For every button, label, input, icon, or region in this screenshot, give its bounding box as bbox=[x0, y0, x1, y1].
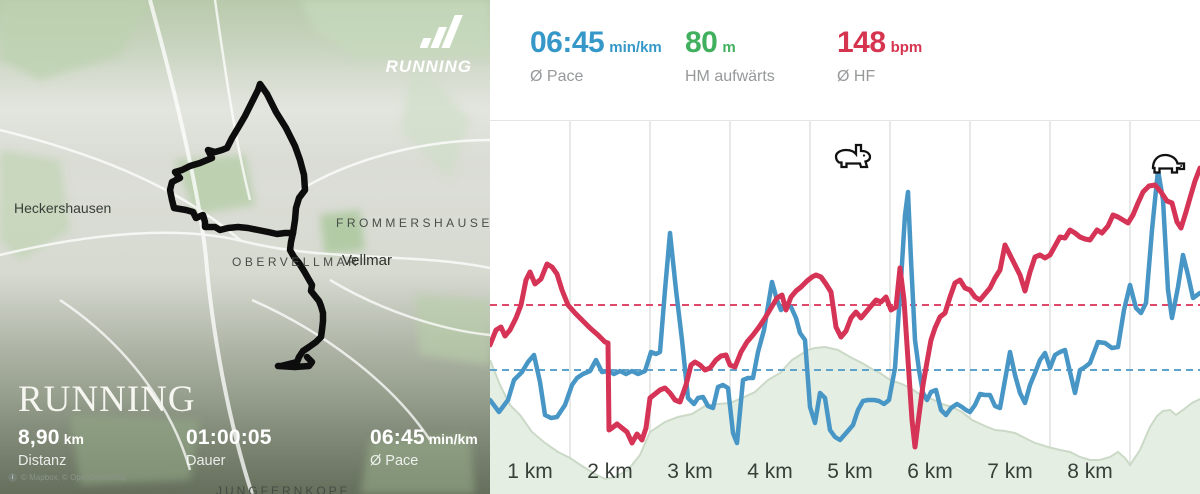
adidas-logo-icon bbox=[419, 15, 463, 48]
route-map[interactable]: Heckershausen FROMMERSHAUSEN OBERVELLMAR… bbox=[0, 0, 490, 494]
x-tick-label: 6 km bbox=[907, 460, 953, 483]
header-stat-elevation-gain: 80 m HM aufwärts bbox=[685, 26, 775, 86]
pace-label: Ø Pace bbox=[370, 453, 419, 469]
brand-word: RUNNING bbox=[385, 57, 472, 76]
elevation-label: HM aufwärts bbox=[685, 68, 775, 85]
x-tick-label: 3 km bbox=[667, 460, 713, 483]
pace-value: 06:45 bbox=[370, 426, 425, 449]
map-roads bbox=[0, 0, 490, 494]
gps-route-tail bbox=[274, 229, 327, 371]
pace-unit: min/km bbox=[428, 431, 478, 447]
stat-avg-pace: 06:45 min/km Ø Pace bbox=[370, 426, 478, 469]
x-tick-label: 8 km bbox=[1067, 460, 1113, 483]
avg-pace-unit: min/km bbox=[609, 39, 662, 56]
pace-heartrate-elevation-chart[interactable]: 1 km 2 km 3 km 4 km 5 km 6 km 7 km 8 km bbox=[490, 120, 1200, 494]
adidas-running-brand: RUNNING bbox=[386, 12, 472, 77]
header-stat-avg-pace: 06:45 min/km Ø Pace bbox=[530, 26, 662, 86]
x-tick-label: 1 km bbox=[507, 460, 553, 483]
map-label-frommershausen: FROMMERSHAUSEN bbox=[336, 216, 490, 230]
elevation-value: 80 bbox=[685, 26, 718, 59]
chart-header: 06:45 min/km Ø Pace 80 m HM aufwärts 148 bp… bbox=[490, 0, 1200, 121]
x-axis-tick-labels: 1 km 2 km 3 km 4 km 5 km 6 km 7 km 8 km bbox=[507, 460, 1113, 483]
avg-pace-value: 06:45 bbox=[530, 26, 605, 59]
duration-value: 01:00:05 bbox=[186, 426, 272, 449]
stat-distance: 8,90 km Distanz bbox=[18, 426, 84, 469]
distance-label: Distanz bbox=[18, 453, 67, 469]
turtle-icon bbox=[1151, 153, 1186, 174]
map-green-areas bbox=[0, 0, 490, 494]
map-label-heckershausen: Heckershausen bbox=[14, 200, 112, 216]
rabbit-icon bbox=[834, 143, 872, 169]
x-tick-label: 7 km bbox=[987, 460, 1033, 483]
elevation-area bbox=[490, 345, 1200, 494]
x-tick-label: 5 km bbox=[827, 460, 873, 483]
x-tick-label: 2 km bbox=[587, 460, 633, 483]
gps-route-loop bbox=[166, 80, 309, 238]
heart-rate-value: 148 bbox=[837, 26, 886, 59]
map-attribution[interactable]: i © Mapbox, © OpenStreetMap bbox=[8, 473, 127, 482]
header-stat-avg-heart-rate: 148 bpm Ø HF bbox=[837, 26, 922, 86]
map-label-jungfernkopf: JUNGFERNKOPF bbox=[216, 484, 351, 494]
pace-icons bbox=[834, 143, 1186, 174]
duration-label: Dauer bbox=[186, 453, 226, 469]
x-tick-label: 4 km bbox=[747, 460, 793, 483]
elevation-unit: m bbox=[722, 39, 736, 56]
activity-title: RUNNING bbox=[18, 379, 196, 420]
avg-pace-label: Ø Pace bbox=[530, 68, 584, 85]
map-label-vellmar: Vellmar bbox=[342, 252, 393, 269]
attribution-text[interactable]: © Mapbox, © OpenStreetMap bbox=[21, 473, 127, 482]
map-label-obervellmar: OBERVELLMAR bbox=[232, 255, 361, 269]
distance-value: 8,90 bbox=[18, 426, 60, 449]
data-lines bbox=[490, 165, 1200, 450]
stat-duration: 01:00:05 Dauer bbox=[186, 426, 276, 469]
activity-chart-panel: 06:45 min/km Ø Pace 80 m HM aufwärts 148 bp… bbox=[490, 0, 1200, 494]
distance-unit: km bbox=[63, 431, 84, 447]
heart-rate-unit: bpm bbox=[890, 39, 923, 56]
map-canvas bbox=[0, 0, 490, 494]
heart-rate-label: Ø HF bbox=[837, 68, 876, 85]
info-icon[interactable]: i bbox=[8, 473, 17, 482]
